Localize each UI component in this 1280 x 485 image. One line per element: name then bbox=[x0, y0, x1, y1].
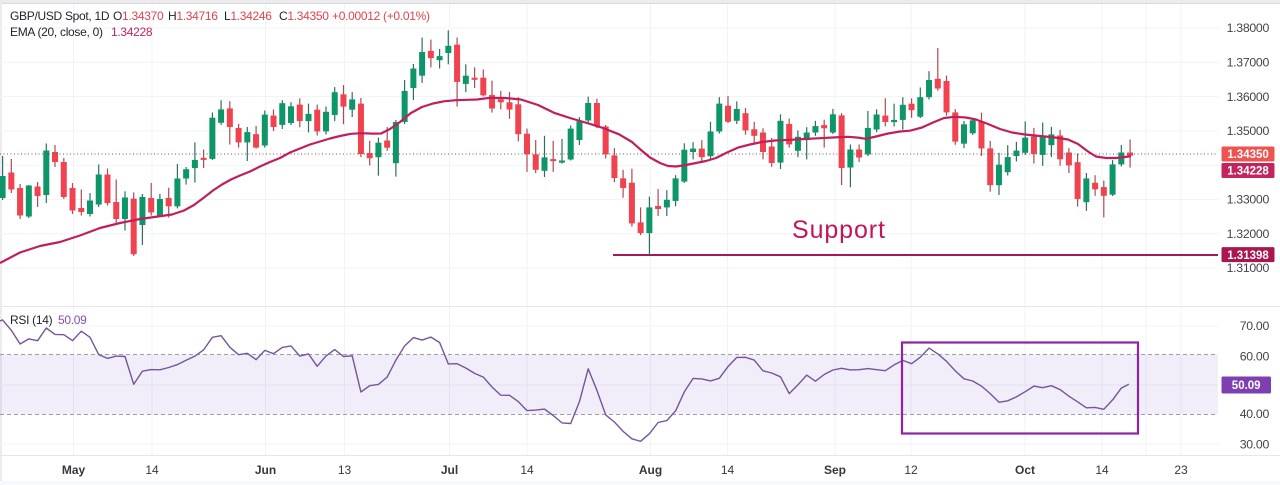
svg-text:Support: Support bbox=[792, 216, 886, 244]
svg-text:EMA (20, close, 0): EMA (20, close, 0) bbox=[10, 25, 103, 39]
svg-text:14: 14 bbox=[145, 463, 159, 477]
svg-text:1.34228: 1.34228 bbox=[111, 25, 153, 39]
svg-text:H1.34716: H1.34716 bbox=[168, 9, 218, 23]
svg-text:70.00: 70.00 bbox=[1240, 319, 1270, 333]
svg-text:1.35000: 1.35000 bbox=[1227, 124, 1270, 138]
svg-text:50.09: 50.09 bbox=[58, 313, 87, 327]
svg-text:Sep: Sep bbox=[824, 463, 846, 477]
svg-text:23: 23 bbox=[1174, 463, 1188, 477]
svg-text:1.32000: 1.32000 bbox=[1227, 227, 1270, 241]
svg-text:60.00: 60.00 bbox=[1240, 350, 1270, 364]
svg-text:1.31000: 1.31000 bbox=[1227, 261, 1270, 275]
svg-text:1.33000: 1.33000 bbox=[1227, 193, 1270, 207]
svg-text:1.38000: 1.38000 bbox=[1227, 21, 1270, 35]
svg-text:O1.34370: O1.34370 bbox=[113, 9, 164, 23]
svg-text:14: 14 bbox=[721, 463, 735, 477]
svg-text:GBP/USD Spot, 1D: GBP/USD Spot, 1D bbox=[10, 9, 110, 23]
svg-text:13: 13 bbox=[338, 463, 352, 477]
svg-text:Aug: Aug bbox=[639, 463, 662, 477]
svg-text:1.34350: 1.34350 bbox=[1227, 149, 1269, 161]
svg-text:1.31398: 1.31398 bbox=[1227, 250, 1269, 262]
svg-text:14: 14 bbox=[1095, 463, 1109, 477]
svg-text:May: May bbox=[62, 463, 86, 477]
svg-text:1.36000: 1.36000 bbox=[1227, 90, 1270, 104]
svg-text:L1.34246: L1.34246 bbox=[224, 9, 272, 23]
svg-text:40.00: 40.00 bbox=[1240, 407, 1270, 421]
svg-text:Jul: Jul bbox=[441, 463, 458, 477]
svg-text:+0.00012 (+0.01%): +0.00012 (+0.01%) bbox=[332, 9, 430, 23]
svg-text:1.37000: 1.37000 bbox=[1227, 56, 1270, 70]
svg-text:Oct: Oct bbox=[1015, 463, 1035, 477]
svg-text:14: 14 bbox=[520, 463, 534, 477]
svg-text:RSI (14): RSI (14) bbox=[10, 313, 53, 327]
svg-text:Jun: Jun bbox=[255, 463, 276, 477]
svg-text:C1.34350: C1.34350 bbox=[279, 9, 329, 23]
svg-text:30.00: 30.00 bbox=[1240, 437, 1270, 451]
svg-text:50.09: 50.09 bbox=[1232, 380, 1261, 392]
svg-text:12: 12 bbox=[904, 463, 918, 477]
svg-text:1.34228: 1.34228 bbox=[1227, 166, 1269, 178]
